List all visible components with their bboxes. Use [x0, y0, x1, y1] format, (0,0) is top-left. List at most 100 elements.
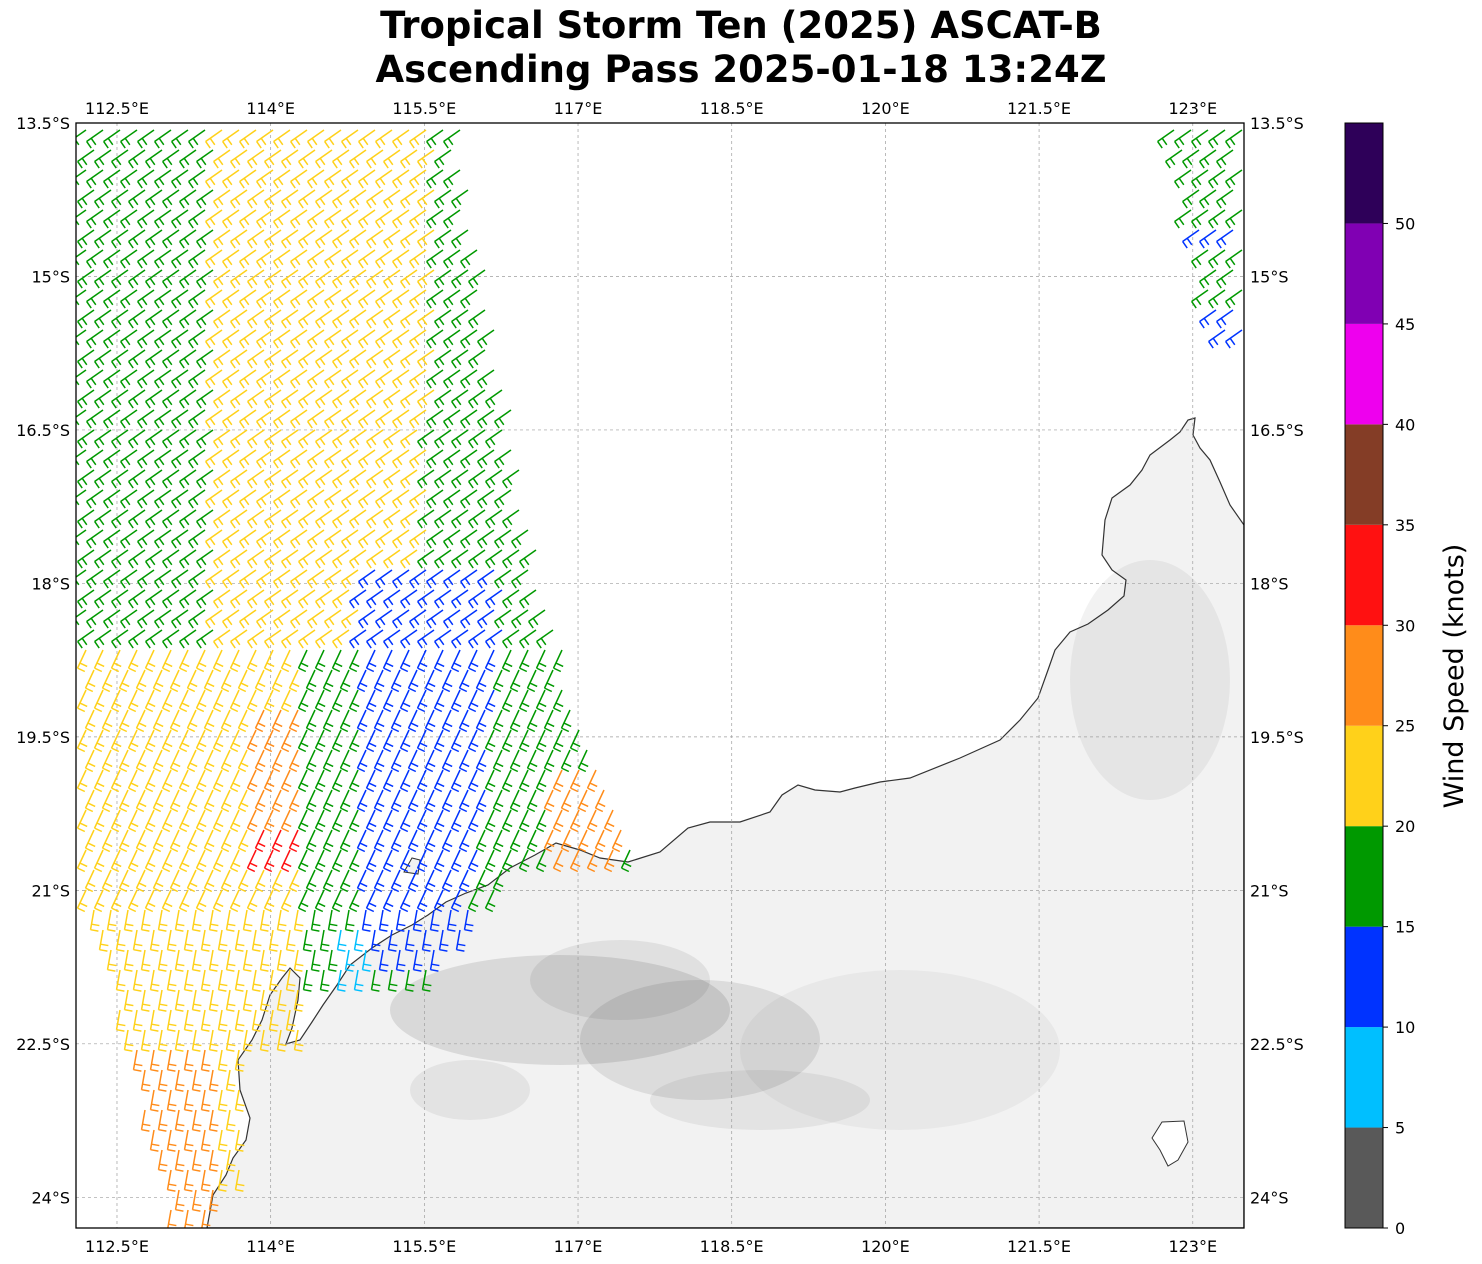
- wind-barb-1171: [217, 1009, 228, 1032]
- wind-barb-84: [128, 189, 146, 209]
- wind-barb-691: [161, 649, 173, 673]
- wind-barb-276: [239, 329, 257, 349]
- wind-barb-689: [127, 649, 139, 673]
- wind-barb-532: [239, 529, 257, 549]
- wind-barb-223: [239, 289, 257, 309]
- wind-barb-629: [519, 589, 537, 609]
- wind-barb-625: [451, 589, 469, 609]
- wind-barb-789: [373, 709, 385, 733]
- map-panel[interactable]: [70, 123, 1244, 1231]
- wind-barb-801: [76, 729, 88, 753]
- wind-barb-141: [196, 229, 214, 249]
- wind-barb-595: [392, 569, 410, 589]
- wind-barb-275: [222, 329, 240, 349]
- wind-barb-925: [110, 809, 122, 833]
- wind-barb-1064: [399, 889, 411, 913]
- wind-barb-95: [315, 189, 333, 209]
- wind-barb-1220: [191, 1149, 202, 1172]
- wind-barb-375: [205, 409, 223, 429]
- wind-barb-1203: [200, 1089, 211, 1112]
- wind-barb-945: [450, 809, 462, 833]
- wind-barb-644: [307, 609, 325, 629]
- wind-barb-586: [239, 569, 257, 589]
- wind-barb-1039: [407, 869, 419, 893]
- wind-barb-419: [86, 449, 104, 469]
- wind-barb-73: [392, 169, 410, 189]
- wind-barb-58: [137, 169, 155, 189]
- wind-barb-752: [229, 689, 241, 713]
- wind-barb-903: [271, 789, 283, 813]
- lat-tick-right-2: 16.5°S: [1250, 421, 1304, 440]
- wind-barb-609: [179, 589, 197, 609]
- wind-barb-390: [460, 409, 478, 429]
- wind-barb-59: [154, 169, 172, 189]
- wind-barb-950: [535, 809, 547, 833]
- wind-barb-57: [120, 169, 138, 189]
- wind-barb-387: [409, 409, 427, 429]
- wind-barb-455: [264, 469, 282, 489]
- wind-barb-280: [307, 329, 325, 349]
- wind-barb-476: [171, 489, 189, 509]
- wind-barb-1081: [276, 909, 287, 932]
- wind-barb-979: [492, 829, 504, 853]
- wind-barb-1128: [327, 949, 338, 972]
- wind-barb-22: [443, 129, 461, 149]
- wind-barb-509: [298, 509, 316, 529]
- wind-barb-316: [468, 349, 486, 369]
- wind-barb-577: [86, 569, 104, 589]
- wind-barb-76: [443, 169, 461, 189]
- wind-barb-352: [247, 389, 265, 409]
- wind-barb-1169: [183, 1009, 194, 1032]
- wind-barb-150: [349, 229, 367, 249]
- wind-barb-177: [358, 249, 376, 269]
- wind-barbs: [76, 129, 1243, 1228]
- wind-barb-807: [178, 729, 190, 753]
- wind-barb-202: [332, 269, 350, 289]
- wind-barb-436: [375, 449, 393, 469]
- wind-barb-183: [460, 249, 478, 269]
- wind-barb-993: [178, 849, 190, 873]
- lon-tick-bottom-7: 123°E: [1168, 1237, 1217, 1256]
- wind-barb-1072: [123, 909, 134, 932]
- wind-barb-773: [101, 709, 113, 733]
- wind-barb-845: [322, 749, 334, 773]
- wind-barb-778: [186, 709, 198, 733]
- wind-barb-958: [135, 829, 147, 853]
- wind-barb-1175: [285, 1009, 296, 1032]
- title-line-1: Tropical Storm Ten (2025) ASCAT-B: [380, 4, 1102, 47]
- wind-barb-333: [341, 369, 359, 389]
- wind-barb-196: [230, 269, 248, 289]
- wind-barb-848: [373, 749, 385, 773]
- wind-barb-269: [120, 329, 138, 349]
- wind-barb-660: [111, 629, 129, 649]
- wind-barb-725: [254, 669, 266, 693]
- wind-barb-271: [154, 329, 172, 349]
- wind-barb-1185: [276, 1029, 287, 1052]
- wind-barb-393: [77, 429, 95, 449]
- wind-barb-414: [434, 429, 452, 449]
- wind-barb-1061: [348, 889, 360, 913]
- wind-barb-990: [127, 849, 139, 873]
- wind-barb-1015: [552, 849, 564, 873]
- wind-barb-732: [373, 669, 385, 693]
- wind-barb-1157: [174, 989, 185, 1012]
- wind-barb-814: [297, 729, 309, 753]
- wind-barb-826: [501, 729, 513, 753]
- wind-barb-984: [577, 829, 589, 853]
- colorbar-tick-0: 0: [1395, 1219, 1405, 1238]
- wind-barb-782: [254, 709, 266, 733]
- wind-barb-1083: [310, 909, 321, 932]
- wind-barb-1115: [106, 949, 117, 972]
- wind-barb-746: [127, 689, 139, 713]
- wind-barb-88: [196, 189, 214, 209]
- wind-barb-45: [366, 149, 384, 169]
- wind-barb-550: [94, 549, 112, 569]
- wind-barb-579: [120, 569, 138, 589]
- wind-barb-698: [280, 649, 292, 673]
- wind-barb-297: [145, 349, 163, 369]
- wind-barb-622: [400, 589, 418, 609]
- wind-barb-101: [417, 189, 435, 209]
- wind-barb-825: [484, 729, 496, 753]
- wind-barb-19: [392, 129, 410, 149]
- wind-barb-310: [366, 349, 384, 369]
